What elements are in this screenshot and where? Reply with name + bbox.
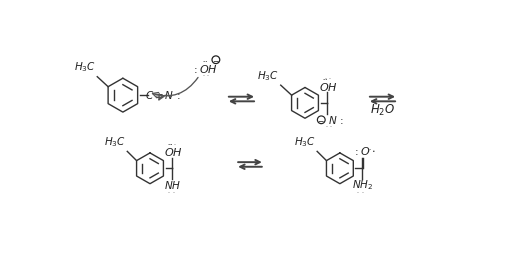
Text: ·: ·: [325, 76, 326, 81]
Text: $H_3C$: $H_3C$: [294, 135, 315, 149]
Text: $NH_2$: $NH_2$: [352, 178, 374, 192]
Text: ·: ·: [168, 190, 169, 195]
Text: $H_3C$: $H_3C$: [74, 60, 96, 74]
Text: $NH$: $NH$: [164, 179, 181, 191]
Text: ·: ·: [202, 73, 204, 78]
Text: $\ddot{O}H$: $\ddot{O}H$: [319, 78, 338, 93]
Text: $:O\cdot$: $:O\cdot$: [352, 145, 376, 157]
Text: ·: ·: [362, 190, 363, 195]
Text: ·: ·: [169, 142, 171, 147]
Text: ·: ·: [325, 124, 327, 130]
Text: $C$$\equiv$$N$ :: $C$$\equiv$$N$ :: [145, 89, 180, 101]
Text: ·: ·: [206, 73, 208, 78]
Text: ·: ·: [328, 76, 330, 81]
Text: $:\ddot{O}H$: $:\ddot{O}H$: [191, 60, 218, 76]
Text: $H_3C$: $H_3C$: [257, 69, 279, 83]
Text: $\cdot$: $\cdot$: [368, 145, 372, 151]
Text: $-$: $-$: [318, 115, 325, 124]
Text: $N$ :: $N$ :: [328, 114, 343, 126]
Text: ·: ·: [172, 190, 174, 195]
Text: ·: ·: [174, 142, 176, 147]
Text: $H_3C$: $H_3C$: [104, 135, 126, 149]
Text: $\ddot{O}H$: $\ddot{O}H$: [164, 144, 183, 159]
Text: $H_2O$: $H_2O$: [370, 103, 395, 118]
Text: $-$: $-$: [212, 55, 220, 64]
Text: ·: ·: [329, 124, 332, 130]
Text: ·: ·: [357, 190, 358, 195]
